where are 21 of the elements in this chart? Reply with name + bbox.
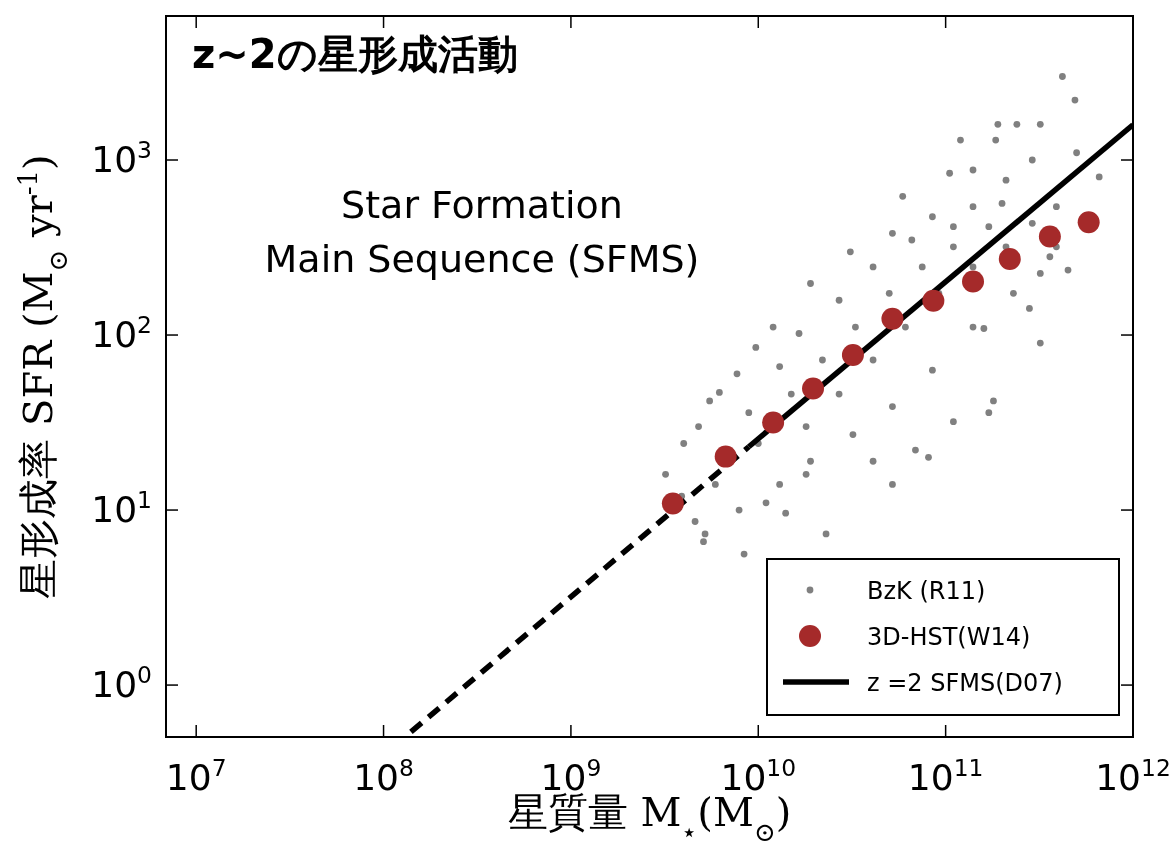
x-tick-label: 10$^{7}$	[165, 754, 227, 798]
point	[1038, 225, 1061, 248]
y-tick-label: 10$^{2}$	[91, 311, 152, 356]
y-tick-label: 10$^{3}$	[91, 136, 152, 181]
point	[998, 247, 1021, 270]
chart-title: z~2の星形成活動	[192, 31, 518, 77]
x-tick-label: 10$^{11}$	[907, 754, 984, 798]
annotation: Star Formation	[341, 183, 623, 227]
y-tick-label: 10$^{1}$	[91, 486, 152, 531]
point	[1077, 211, 1100, 234]
x-tick-label: 10$^{8}$	[353, 754, 414, 798]
legend-label: 3D-HST(W14)	[867, 623, 1031, 651]
point	[802, 377, 825, 400]
point	[762, 411, 785, 434]
legend-label: BzK (R11)	[867, 577, 986, 605]
x-tick-label: 10$^{12}$	[1095, 754, 1171, 798]
y-tick-label: 10$^{0}$	[91, 661, 152, 706]
annotation: Main Sequence (SFMS)	[264, 237, 700, 281]
point	[841, 344, 864, 366]
point	[881, 307, 904, 330]
legend-label: z =2 SFMS(D07)	[867, 669, 1063, 697]
